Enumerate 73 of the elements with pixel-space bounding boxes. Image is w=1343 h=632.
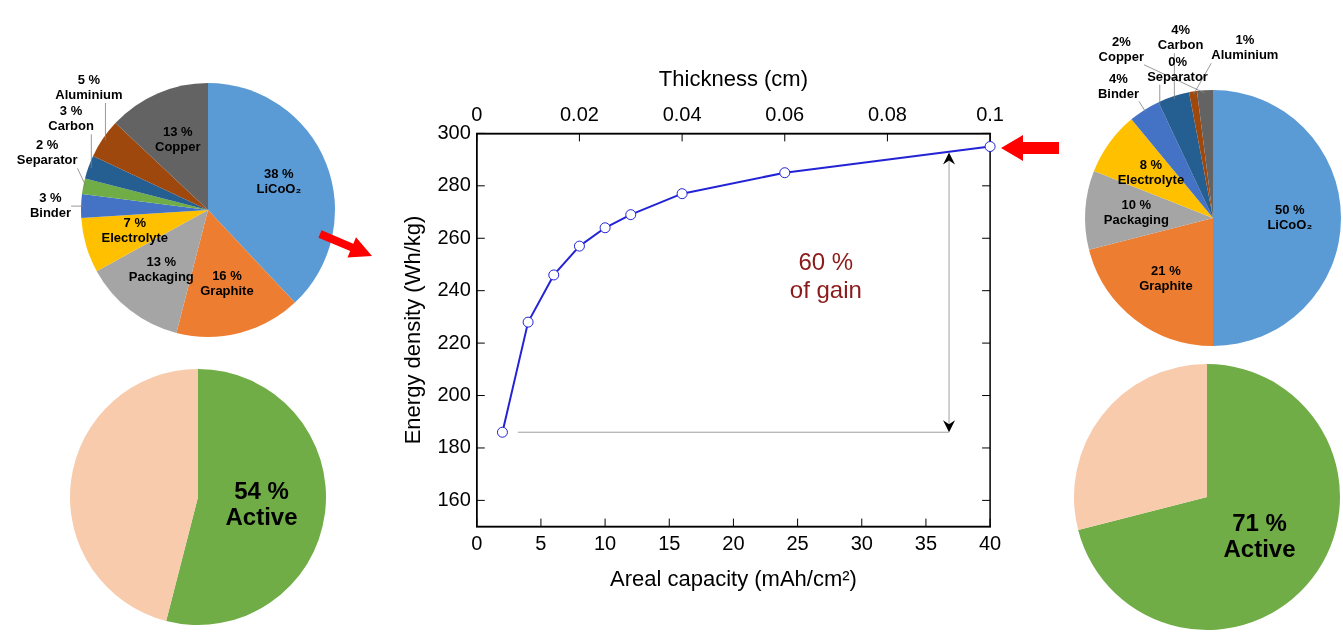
slice-label: Separator [16, 152, 78, 168]
x-axis-title: Areal capacity (mAh/cm²) [609, 565, 857, 591]
slice-label: Aluminium [55, 87, 123, 103]
x-tick-label: 20 [722, 532, 745, 555]
point [573, 240, 585, 252]
slice-label: Graphite [200, 282, 254, 298]
data-label: 4% [1171, 22, 1191, 38]
slice-label: Binder [1097, 85, 1140, 101]
x2-tick-label: 0.1 [976, 102, 1004, 125]
data-label: 13 % [162, 124, 193, 140]
data-label: 10 % [1121, 197, 1152, 213]
slice-label: Active [225, 502, 298, 530]
y-tick-label: 180 [437, 435, 471, 458]
point [625, 209, 637, 221]
point [599, 222, 611, 234]
slice-label: Aluminium [1211, 47, 1279, 63]
x-tick-label: 35 [914, 532, 938, 555]
text: 0% [1168, 53, 1187, 69]
x-tick-label: 25 [786, 532, 809, 555]
y-axis-title: Energy density (Wh/kg) [400, 215, 426, 445]
slice-label: Active [1223, 535, 1296, 563]
slice-label: Graphite [1139, 277, 1193, 293]
data-label: 50 % [1274, 202, 1306, 218]
data-label: 8 % [1139, 156, 1163, 172]
y-tick-label: 280 [437, 173, 471, 196]
category-label: Separator [1147, 68, 1208, 84]
slice-label: Binder [29, 204, 72, 220]
y-tick-label: 260 [437, 225, 471, 248]
data-label: 4% [1109, 70, 1129, 86]
data-label: 3 % [59, 103, 83, 119]
slice-label: Carbon [1157, 37, 1204, 53]
y-tick-label: 220 [437, 330, 471, 353]
slice-label: LiCoO₂ [256, 181, 302, 197]
x-tick-label: 15 [658, 532, 681, 555]
data-label: 5 % [77, 72, 101, 88]
y-tick-label: 160 [437, 487, 471, 510]
slice-label: LiCoO₂ [1267, 217, 1313, 233]
point [522, 316, 534, 328]
data-label: 54 % [234, 476, 289, 504]
data-label: 2% [1111, 33, 1132, 49]
x2-tick-label: 0.06 [765, 102, 805, 125]
slice-label: Copper [1098, 48, 1145, 64]
point [779, 167, 791, 179]
x-tick-label: 0 [471, 532, 483, 555]
x-tick-label: 40 [978, 532, 1002, 555]
y-tick-label: 300 [437, 120, 471, 143]
x-tick-label: 10 [593, 532, 617, 555]
x2-tick-label: 0.08 [867, 102, 907, 125]
y-tick-label: 240 [437, 278, 471, 301]
data-label: 13 % [146, 254, 177, 270]
point [548, 269, 560, 281]
data-label: 38 % [264, 166, 295, 182]
data-label: 3 % [39, 189, 63, 205]
annotation: 60 % of gain [789, 247, 862, 303]
slice-label: Packaging [1103, 212, 1169, 228]
x-tick-label: 5 [535, 532, 547, 555]
data-label: 2 % [35, 137, 59, 153]
data-label: 16 % [212, 267, 243, 283]
x2-axis-title: Thickness (cm) [658, 66, 808, 92]
slice-label: Carbon [48, 118, 94, 134]
point [984, 141, 996, 153]
y-tick-label: 200 [437, 383, 471, 406]
point [676, 188, 688, 200]
data-label: 21 % [1151, 262, 1182, 278]
data-label: 1% [1235, 32, 1255, 48]
x2-tick-label: 0.04 [662, 102, 702, 125]
x-tick-label: 30 [850, 532, 873, 555]
x2-tick-label: 0.02 [559, 102, 599, 125]
data-label: 71 % [1232, 509, 1287, 537]
data-label: 7 % [123, 215, 147, 231]
slice-label: Copper [154, 139, 201, 155]
x2-tick-label: 0 [471, 102, 483, 125]
point [496, 426, 508, 438]
